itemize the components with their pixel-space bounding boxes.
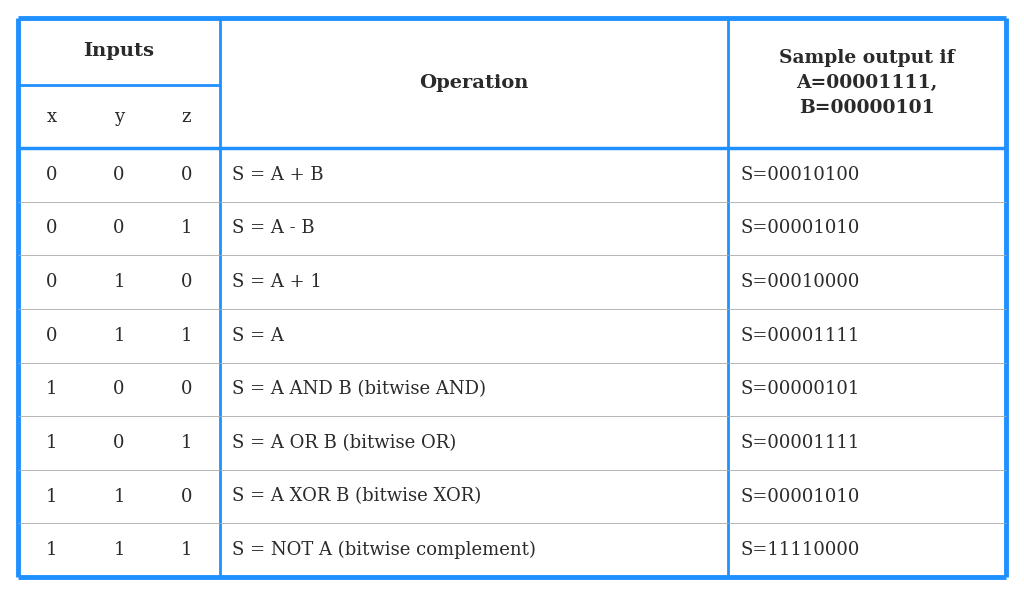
Text: S=00001111: S=00001111	[740, 327, 859, 345]
Text: 1: 1	[180, 434, 193, 452]
Text: S=00001010: S=00001010	[740, 219, 859, 237]
Text: S = A: S = A	[232, 327, 284, 345]
Text: S=00010100: S=00010100	[740, 166, 859, 184]
Text: Inputs: Inputs	[84, 42, 155, 61]
Text: 1: 1	[180, 541, 193, 559]
Text: S=00000101: S=00000101	[740, 380, 859, 398]
Text: 1: 1	[180, 219, 193, 237]
Text: S = A OR B (bitwise OR): S = A OR B (bitwise OR)	[232, 434, 457, 452]
Text: y: y	[114, 107, 124, 126]
Text: 1: 1	[46, 434, 57, 452]
Text: 1: 1	[114, 487, 125, 506]
Text: 1: 1	[180, 327, 193, 345]
Text: 0: 0	[114, 166, 125, 184]
Text: 0: 0	[180, 380, 193, 398]
Text: 0: 0	[114, 219, 125, 237]
Text: S=00010000: S=00010000	[740, 273, 859, 291]
Text: 0: 0	[46, 273, 57, 291]
Text: 1: 1	[114, 327, 125, 345]
Text: S = A + 1: S = A + 1	[232, 273, 322, 291]
Text: Operation: Operation	[419, 74, 528, 92]
Text: z: z	[181, 107, 191, 126]
Text: 0: 0	[46, 166, 57, 184]
Text: S = A - B: S = A - B	[232, 219, 314, 237]
Text: 1: 1	[46, 541, 57, 559]
Text: S = A + B: S = A + B	[232, 166, 324, 184]
Text: S=11110000: S=11110000	[740, 541, 859, 559]
Text: 1: 1	[46, 380, 57, 398]
Text: 1: 1	[114, 273, 125, 291]
Text: 0: 0	[114, 380, 125, 398]
Text: S = A AND B (bitwise AND): S = A AND B (bitwise AND)	[232, 380, 486, 398]
Text: S=00001111: S=00001111	[740, 434, 859, 452]
Text: S = A XOR B (bitwise XOR): S = A XOR B (bitwise XOR)	[232, 487, 481, 506]
Text: 1: 1	[114, 541, 125, 559]
Text: 0: 0	[46, 219, 57, 237]
Text: x: x	[47, 107, 56, 126]
Text: 0: 0	[46, 327, 57, 345]
Text: S=00001010: S=00001010	[740, 487, 859, 506]
Text: 0: 0	[180, 487, 193, 506]
Text: 0: 0	[114, 434, 125, 452]
Text: Sample output if
A=00001111,
B=00000101: Sample output if A=00001111, B=00000101	[779, 49, 954, 117]
Text: 0: 0	[180, 166, 193, 184]
Text: 0: 0	[180, 273, 193, 291]
Text: S = NOT A (bitwise complement): S = NOT A (bitwise complement)	[232, 541, 536, 559]
Text: 1: 1	[46, 487, 57, 506]
